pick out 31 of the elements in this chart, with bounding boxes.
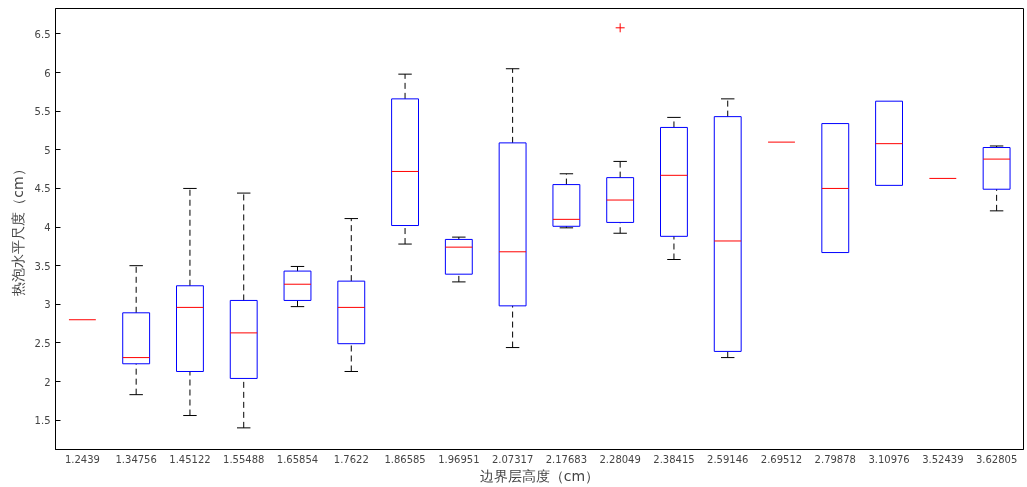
x-tick-label: 2.59146 [707,453,749,465]
y-tick-label: 4.5 [34,183,51,195]
y-tick-label: 2 [44,376,51,388]
x-axis-title: 边界层高度（cm） [479,467,600,484]
y-tick-label: 5 [44,144,51,156]
x-tick-label: 1.55488 [223,453,265,465]
y-tick-label: 6 [44,67,51,79]
x-tick-label: 1.34756 [115,453,157,465]
x-tick-label: 2.38415 [653,453,695,465]
x-tick-label: 2.28049 [599,453,641,465]
x-tick-label: 3.52439 [922,453,964,465]
y-tick-label: 4 [44,222,51,234]
x-tick-label: 1.86585 [384,453,426,465]
x-tick-label: 2.79878 [814,453,856,465]
x-tick-label: 1.7622 [333,453,369,465]
x-tick-label: 3.62805 [975,453,1018,465]
x-tick-label: 1.2439 [64,453,100,465]
y-tick-label: 2.5 [34,337,51,349]
x-tick-label: 3.10976 [868,453,910,465]
x-tick-label: 1.45122 [169,453,211,465]
y-tick-label: 5.5 [34,106,51,118]
y-axis-title: 热泡水平尺度（cm） [9,162,26,296]
x-tick-label: 2.17683 [545,453,588,465]
x-tick-label: 2.07317 [491,453,534,465]
y-tick-label: 3.5 [34,260,51,272]
y-tick-label: 6.5 [34,28,51,40]
x-tick-label: 1.96951 [438,453,480,465]
x-tick-label: 1.65854 [276,453,319,465]
y-tick-label: 1.5 [34,415,51,427]
x-tick-label: 2.69512 [760,453,803,465]
y-tick-label: 3 [44,299,51,311]
